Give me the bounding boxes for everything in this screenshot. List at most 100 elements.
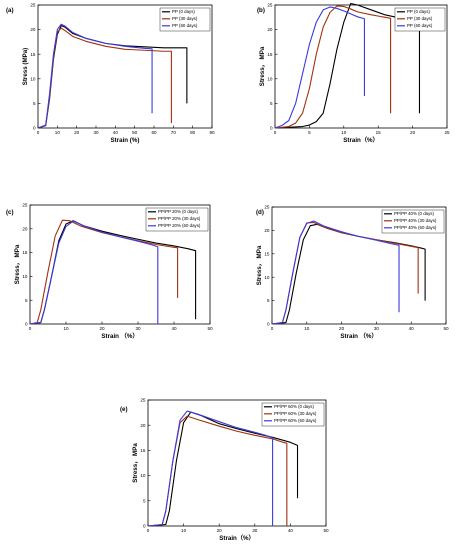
legend-entry-label: PP/PP 40% (60 days) (394, 225, 437, 230)
x-tick-label: 40 (409, 326, 415, 331)
legend: PP (0 days) PP (30 days) PP (60 days) (394, 7, 446, 32)
y-axis-title: Stress (MPa) (22, 48, 29, 85)
series-line-a-0 (37, 25, 188, 129)
x-tick-label: 10 (181, 528, 187, 533)
legend-entry-label: PP/PP 20% (30 days) (158, 216, 201, 221)
x-axis-title: Strain (%) (111, 137, 140, 144)
x-tick-label: 50 (443, 326, 449, 331)
y-tick-label: 20 (267, 27, 273, 32)
legend-box (381, 209, 445, 234)
legend-entry-label: PP/PP 40% (0 days) (394, 211, 434, 216)
x-tick-label: 40 (113, 130, 119, 135)
series-line-b-2 (274, 6, 365, 129)
panel-label: (a) (6, 7, 14, 14)
panel-label: (c) (6, 209, 14, 216)
chart-panel-a: 0 10 20 30 40 50 60 70 80 90 0 5 10 15 20 25 Strain (%) S… (6, 3, 215, 144)
panel-label: (d) (256, 209, 264, 216)
y-tick-label: 25 (30, 3, 36, 8)
x-tick-label: 40 (171, 326, 177, 331)
y-tick-label: 15 (140, 448, 146, 453)
y-axis-title: Stress， MPa (14, 244, 21, 284)
y-tick-label: 10 (140, 473, 146, 478)
y-axis-title: Stress， MPa (132, 443, 139, 483)
legend-entry-label: PP (30 days) (407, 16, 433, 21)
plot-frame (37, 4, 213, 129)
series-line-d-0 (271, 223, 426, 325)
y-tick-label: 20 (140, 423, 146, 428)
x-axis-title: Strain（%） (219, 534, 254, 542)
x-tick-label: 20 (217, 528, 223, 533)
y-tick-label: 0 (143, 524, 146, 529)
y-tick-label: 15 (264, 251, 270, 256)
legend: PP/PP 40% (0 days) PP/PP 40% (30 days) PP/… (381, 209, 445, 234)
legend-entry-label: PP/PP 60% (0 days) (274, 404, 314, 409)
plot-frame (271, 206, 447, 325)
chart-panel-b: 0 5 10 15 20 25 0 5 10 15 20 25 Strain（%） Stress， MPa… (257, 3, 450, 144)
x-tick-label: 5 (308, 130, 311, 135)
x-tick-label: 25 (444, 130, 450, 135)
y-axis-title: Stress， MPa (259, 46, 266, 86)
y-tick-label: 0 (33, 126, 36, 131)
x-tick-label: 20 (339, 326, 345, 331)
x-tick-label: 80 (190, 130, 196, 135)
x-tick-label: 0 (271, 326, 274, 331)
legend-box (261, 402, 325, 427)
y-tick-label: 5 (267, 298, 270, 303)
y-tick-label: 25 (22, 203, 28, 208)
y-tick-label: 25 (140, 398, 146, 403)
y-tick-label: 15 (267, 52, 273, 57)
series-line-e-2 (147, 410, 274, 527)
x-tick-label: 30 (93, 130, 99, 135)
x-tick-label: 50 (323, 528, 329, 533)
y-tick-label: 10 (30, 76, 36, 81)
series-line-e-0 (147, 411, 299, 527)
y-tick-label: 0 (25, 322, 28, 327)
x-tick-label: 20 (99, 326, 105, 331)
y-tick-label: 10 (264, 275, 270, 280)
y-axis-title: Stress， MPa (256, 245, 263, 285)
x-tick-label: 60 (151, 130, 157, 135)
series-line-d-1 (271, 221, 419, 325)
y-tick-label: 15 (30, 52, 36, 57)
x-tick-label: 0 (37, 130, 40, 135)
y-tick-label: 0 (270, 126, 273, 131)
series-line-b-1 (274, 5, 392, 129)
y-tick-label: 25 (267, 3, 273, 8)
x-tick-label: 50 (207, 326, 213, 331)
legend-entry-label: PP (30 days) (172, 16, 198, 21)
x-tick-label: 10 (341, 130, 347, 135)
legend-entry-label: PP (60 days) (172, 23, 198, 28)
x-tick-label: 10 (55, 130, 61, 135)
legend-entry-label: PP/PP 20% (60 days) (158, 223, 201, 228)
legend: PP/PP 20% (0 days) PP/PP 20% (30 days) PP/… (145, 207, 209, 232)
series-line-c-1 (29, 219, 179, 325)
y-tick-label: 15 (22, 250, 28, 255)
x-tick-label: 30 (374, 326, 380, 331)
y-tick-label: 0 (267, 322, 270, 327)
y-tick-label: 5 (25, 298, 28, 303)
series-line-e-1 (147, 415, 288, 527)
legend: PP/PP 60% (0 days) PP/PP 60% (30 days) PP/… (261, 402, 325, 427)
legend-entry-label: PP/PP 60% (60 days) (274, 418, 317, 423)
x-tick-label: 15 (376, 130, 382, 135)
legend-box (145, 207, 209, 232)
x-tick-label: 40 (288, 528, 294, 533)
x-tick-label: 0 (147, 528, 150, 533)
legend-box (394, 7, 446, 32)
plot-frame (274, 4, 448, 129)
y-tick-label: 5 (143, 498, 146, 503)
x-tick-label: 10 (304, 326, 310, 331)
plot-frame (29, 204, 211, 325)
legend-entry-label: PP/PP 40% (30 days) (394, 218, 437, 223)
plot-frame (147, 399, 327, 527)
chart-panel-d: 0 10 20 30 40 50 0 5 10 15 20 25 Strain （%） Stress， M… (256, 205, 449, 340)
y-tick-label: 5 (270, 101, 273, 106)
series-line-c-2 (29, 220, 159, 325)
y-tick-label: 20 (30, 27, 36, 32)
x-tick-label: 20 (74, 130, 80, 135)
y-tick-label: 5 (33, 101, 36, 106)
chart-panel-c: 0 10 20 30 40 50 0 5 10 15 20 25 Strain （%） Stress， M… (6, 203, 213, 340)
x-tick-label: 0 (274, 130, 277, 135)
x-tick-label: 50 (132, 130, 138, 135)
series-line-a-2 (37, 23, 153, 129)
